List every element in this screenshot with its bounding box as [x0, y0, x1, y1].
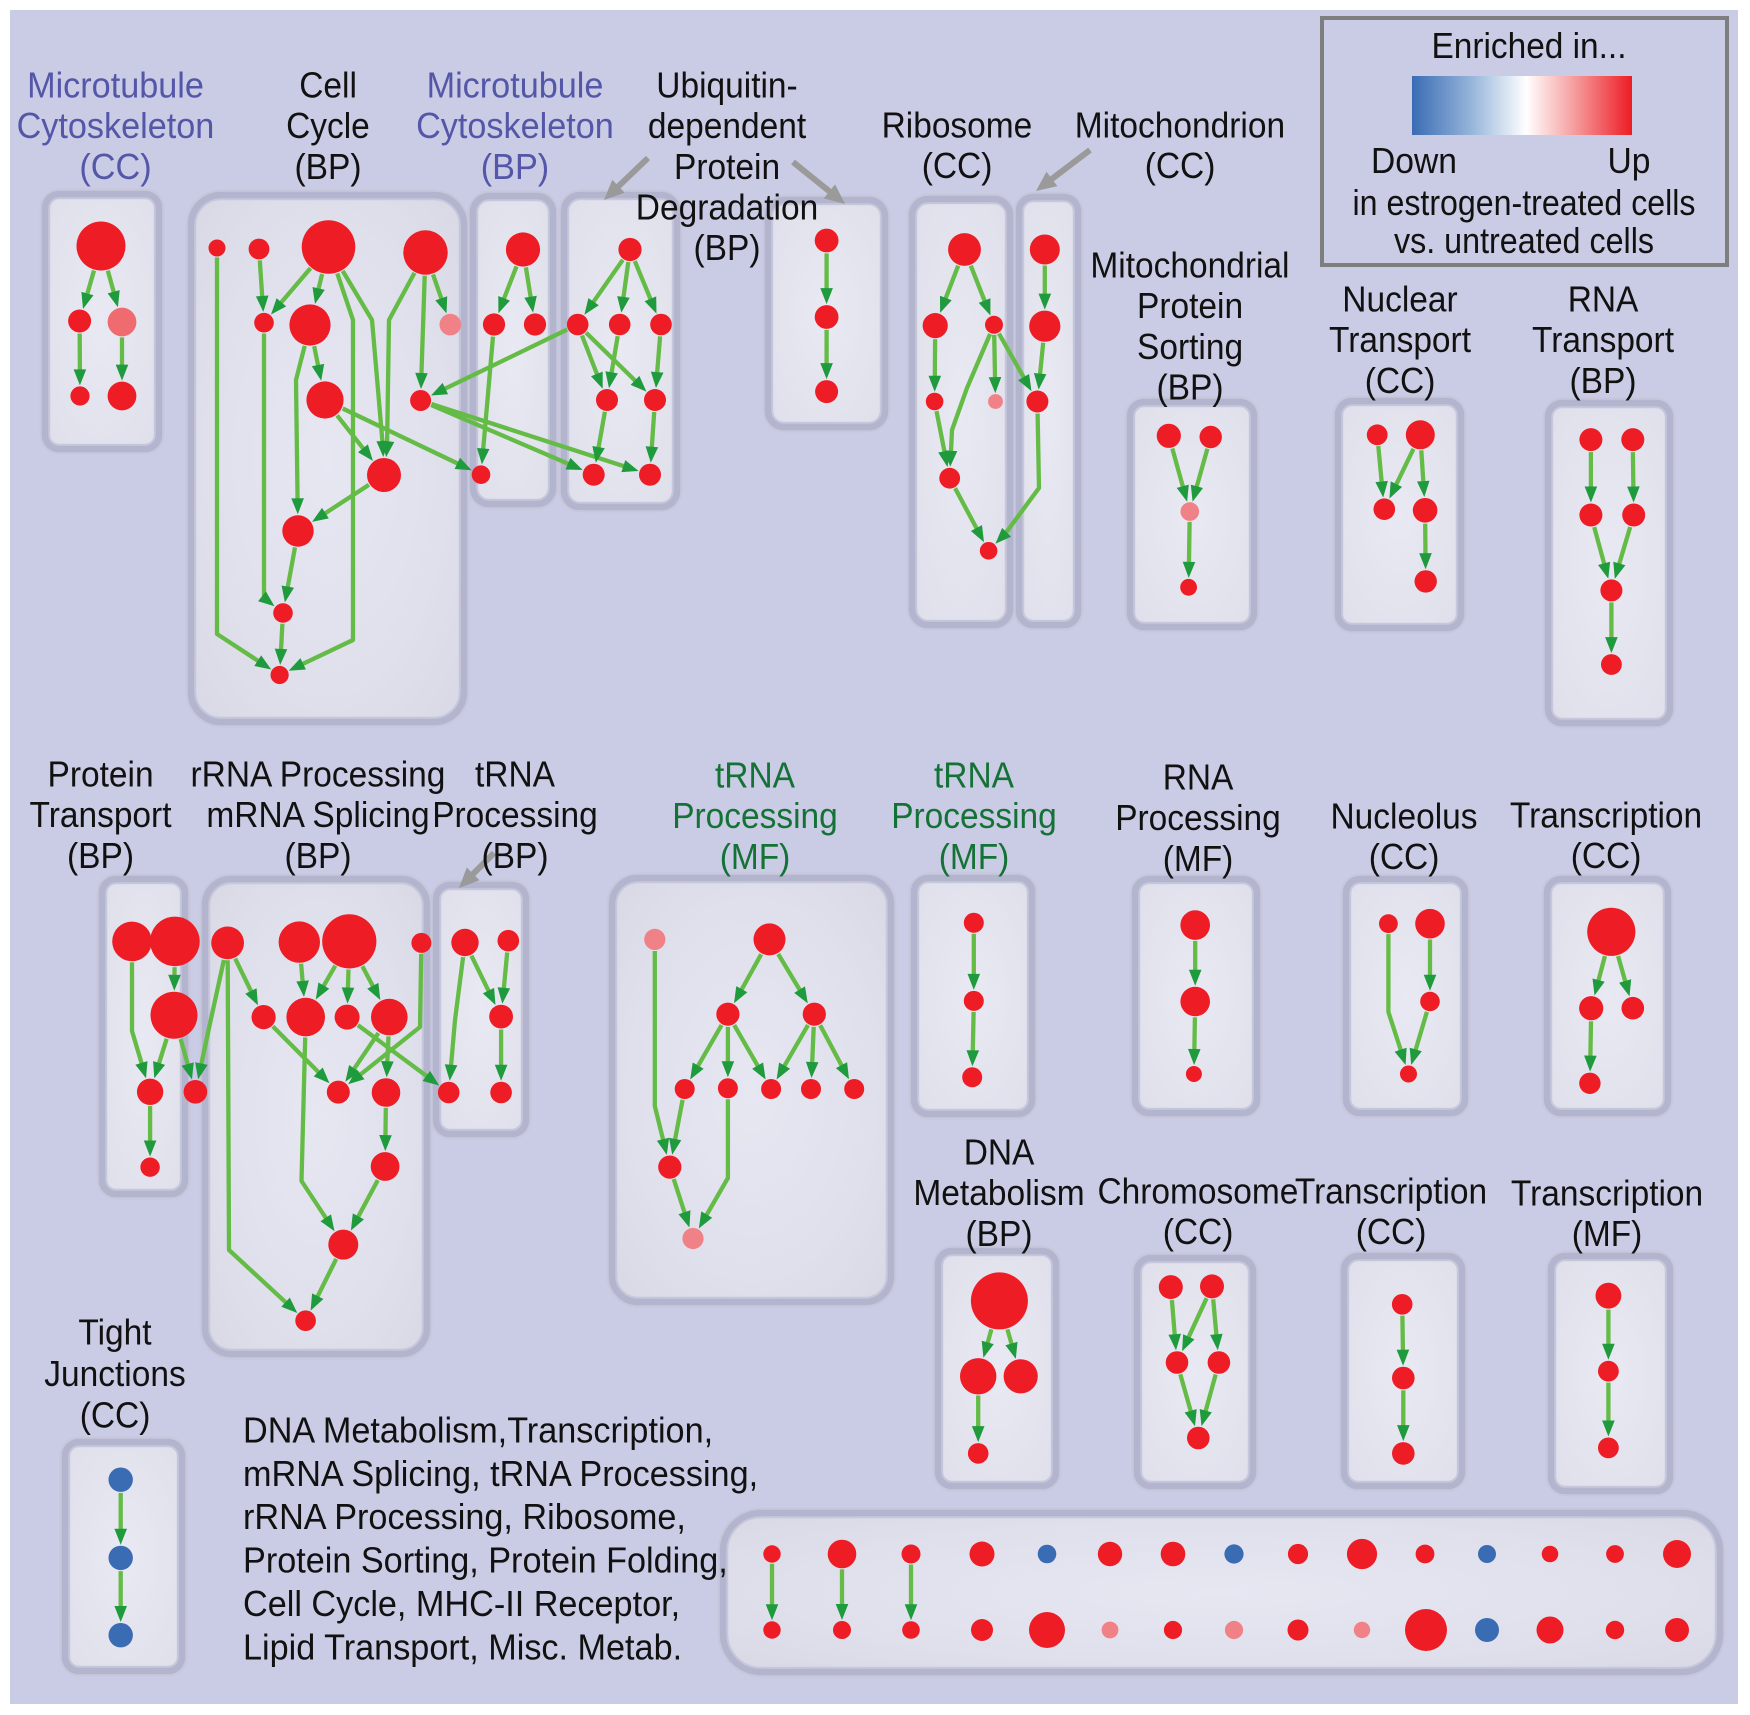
- svg-text:Microtubule: Microtubule: [27, 64, 204, 105]
- svg-text:(BP): (BP): [67, 835, 134, 876]
- svg-text:Processing: Processing: [672, 795, 838, 836]
- svg-text:Microtubule: Microtubule: [427, 64, 604, 105]
- svg-text:Transport: Transport: [1329, 319, 1471, 360]
- svg-text:vs. untreated cells: vs. untreated cells: [1394, 220, 1654, 261]
- svg-text:(MF): (MF): [720, 836, 791, 877]
- svg-text:Sorting: Sorting: [1137, 326, 1243, 367]
- svg-text:Cell Cycle, MHC-II Receptor,: Cell Cycle, MHC-II Receptor,: [243, 1583, 680, 1624]
- svg-text:Metabolism: Metabolism: [913, 1172, 1084, 1213]
- svg-text:(CC): (CC): [922, 145, 993, 186]
- svg-text:rRNA Processing, Ribosome,: rRNA Processing, Ribosome,: [243, 1496, 686, 1537]
- svg-text:Transcription: Transcription: [1510, 794, 1702, 835]
- svg-text:(CC): (CC): [79, 146, 151, 187]
- svg-text:(BP): (BP): [966, 1213, 1033, 1254]
- svg-text:Cytoskeleton: Cytoskeleton: [17, 105, 215, 146]
- svg-text:Cytoskeleton: Cytoskeleton: [416, 105, 614, 146]
- svg-text:Mitochondrion: Mitochondrion: [1075, 104, 1285, 145]
- svg-text:(CC): (CC): [1163, 1211, 1234, 1252]
- svg-text:Protein: Protein: [1137, 285, 1243, 326]
- svg-text:Ribosome: Ribosome: [882, 104, 1033, 145]
- svg-text:(CC): (CC): [1356, 1211, 1427, 1252]
- svg-text:Processing: Processing: [891, 795, 1057, 836]
- svg-text:Chromosome: Chromosome: [1098, 1170, 1299, 1211]
- svg-text:rRNA Processing: rRNA Processing: [191, 753, 446, 794]
- svg-text:Up: Up: [1608, 140, 1651, 181]
- svg-text:(MF): (MF): [1163, 838, 1234, 879]
- svg-text:(CC): (CC): [1365, 360, 1436, 401]
- svg-text:(BP): (BP): [482, 835, 549, 876]
- svg-text:Protein: Protein: [674, 146, 780, 187]
- svg-text:Nucleolus: Nucleolus: [1331, 795, 1478, 836]
- svg-text:Lipid Transport, Misc. Metab.: Lipid Transport, Misc. Metab.: [243, 1626, 682, 1667]
- svg-text:Nuclear: Nuclear: [1342, 278, 1457, 319]
- svg-text:(BP): (BP): [295, 146, 362, 187]
- svg-text:(BP): (BP): [694, 227, 761, 268]
- svg-text:tRNA: tRNA: [475, 753, 555, 794]
- svg-text:RNA: RNA: [1568, 278, 1639, 319]
- svg-text:Processing: Processing: [432, 794, 598, 835]
- svg-text:Processing: Processing: [1115, 797, 1281, 838]
- svg-text:Cycle: Cycle: [286, 105, 370, 146]
- svg-text:(CC): (CC): [1145, 145, 1216, 186]
- svg-text:Tight: Tight: [78, 1311, 151, 1352]
- svg-text:Mitochondrial: Mitochondrial: [1090, 244, 1289, 285]
- svg-text:(MF): (MF): [939, 836, 1010, 877]
- svg-text:mRNA Splicing: mRNA Splicing: [206, 794, 429, 835]
- svg-text:Junctions: Junctions: [44, 1353, 185, 1394]
- svg-text:(BP): (BP): [285, 835, 352, 876]
- svg-text:Transcription: Transcription: [1295, 1170, 1487, 1211]
- svg-text:Protein Sorting, Protein Foldi: Protein Sorting, Protein Folding,: [243, 1540, 728, 1581]
- svg-text:tRNA: tRNA: [715, 754, 795, 795]
- svg-text:tRNA: tRNA: [934, 754, 1014, 795]
- svg-text:Protein: Protein: [48, 753, 154, 794]
- svg-text:(CC): (CC): [1369, 836, 1440, 877]
- svg-text:Degradation: Degradation: [636, 187, 818, 228]
- svg-text:Down: Down: [1371, 140, 1457, 181]
- svg-text:Ubiquitin-: Ubiquitin-: [656, 64, 797, 105]
- svg-text:Transcription: Transcription: [1511, 1172, 1703, 1213]
- svg-text:Transport: Transport: [30, 794, 172, 835]
- svg-text:(CC): (CC): [80, 1394, 151, 1435]
- svg-text:Enriched in...: Enriched in...: [1432, 25, 1627, 66]
- svg-text:Cell: Cell: [299, 64, 357, 105]
- svg-text:in estrogen-treated cells: in estrogen-treated cells: [1353, 182, 1696, 223]
- svg-text:Transport: Transport: [1532, 319, 1674, 360]
- svg-text:(BP): (BP): [1157, 367, 1224, 408]
- svg-text:mRNA Splicing, tRNA Processing: mRNA Splicing, tRNA Processing,: [243, 1453, 758, 1494]
- svg-text:DNA: DNA: [964, 1131, 1035, 1172]
- svg-text:(CC): (CC): [1571, 835, 1642, 876]
- svg-text:DNA Metabolism,Transcription,: DNA Metabolism,Transcription,: [243, 1409, 713, 1450]
- svg-text:RNA: RNA: [1163, 756, 1234, 797]
- svg-text:(MF): (MF): [1572, 1213, 1643, 1254]
- svg-text:(BP): (BP): [1570, 360, 1637, 401]
- svg-text:(BP): (BP): [481, 146, 549, 187]
- svg-text:dependent: dependent: [648, 105, 806, 146]
